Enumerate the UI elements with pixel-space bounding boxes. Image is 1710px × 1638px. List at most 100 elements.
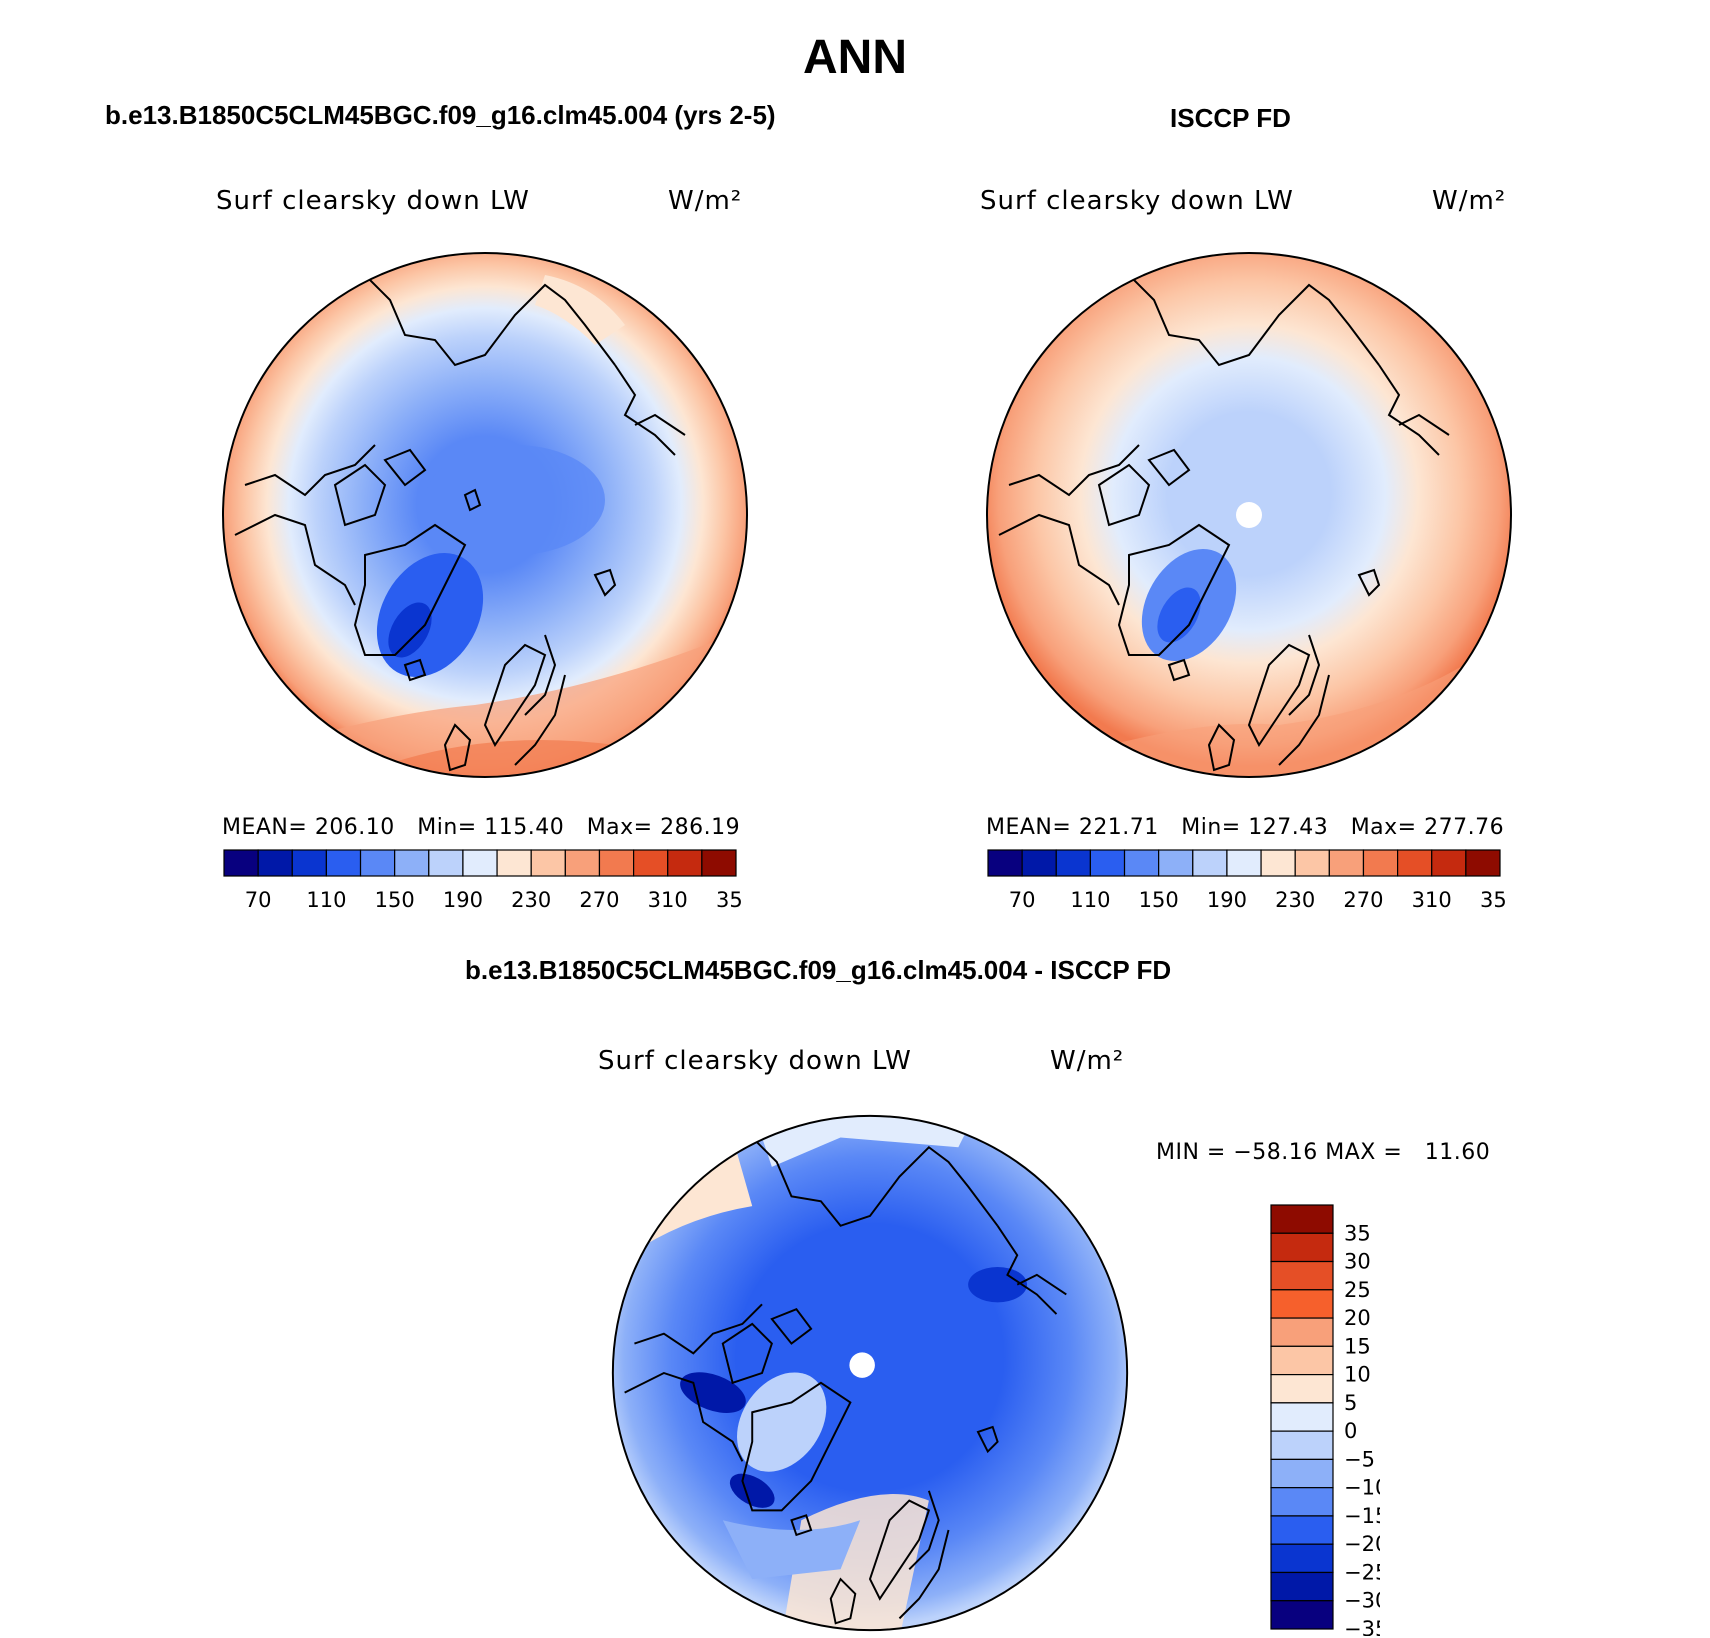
model-colorbar-tick-label: 110	[306, 888, 346, 912]
diff-colorbar-box	[1270, 1204, 1334, 1234]
diff-colorbar-tick-label: −20	[1344, 1532, 1380, 1556]
obs-map-border	[986, 252, 1512, 778]
diff-units-label: W/m²	[1050, 1046, 1125, 1076]
model-colorbar-box	[428, 849, 464, 877]
diff-variable-label: Surf clearsky down LW	[598, 1046, 912, 1076]
model-colorbar-box	[633, 849, 669, 877]
obs-colorbar-box	[1465, 849, 1501, 877]
obs-colorbar-box	[1362, 849, 1399, 877]
archipelago-negative	[680, 1372, 746, 1413]
obs-colorbar-box	[1260, 849, 1296, 877]
diff-colorbar-tick-label: 25	[1344, 1278, 1371, 1302]
diff-case-title: b.e13.B1850C5CLM45BGC.f09_g16.clm45.004 …	[465, 955, 1172, 985]
model-colorbar-box	[223, 849, 259, 877]
model-colorbar-box	[667, 849, 703, 877]
diff-colorbar-box	[1270, 1571, 1334, 1602]
model-variable-label: Surf clearsky down LW	[216, 186, 530, 216]
obs-colorbar-box	[1055, 849, 1092, 877]
model-colorbar-box	[291, 849, 328, 877]
model-colorbar-tick-label: 350	[716, 888, 742, 912]
diff-colorbar-tick-label: −25	[1344, 1560, 1380, 1584]
obs-colorbar-tick-label: 110	[1070, 888, 1110, 912]
diff-colorbar-tick-label: 15	[1344, 1334, 1371, 1358]
diff-colorbar-tick-label: −5	[1344, 1447, 1375, 1471]
obs-colorbar-tick-label: 350	[1480, 888, 1506, 912]
atlantic-light	[722, 1520, 861, 1580]
model-colorbar-box	[496, 849, 532, 877]
obs-colorbar-box	[1226, 849, 1262, 877]
model-colorbar-box	[598, 849, 635, 877]
model-colorbar-box	[564, 849, 601, 877]
siberia-light	[535, 275, 625, 345]
obs-colorbar-box	[1089, 849, 1126, 877]
obs-colorbar-box	[1158, 849, 1194, 877]
obs-colorbar-tick-label: 230	[1275, 888, 1315, 912]
model-colorbar-tick-label: 270	[579, 888, 619, 912]
greenland-positive-patch	[737, 1372, 827, 1472]
diff-colorbar-box	[1270, 1487, 1334, 1517]
obs-colorbar-box	[1328, 849, 1365, 877]
model-map-border	[222, 252, 748, 778]
diff-colorbar-tick-label: 5	[1344, 1391, 1357, 1415]
diff-colorbar-box	[1270, 1515, 1334, 1545]
obs-colorbar: 70 110 150 190 230 270 310 350	[987, 849, 1506, 912]
obs-colorbar-box	[987, 849, 1023, 877]
diff-colorbar: 35 30 25 20 15 10 5 0 −5 −10 −15 −20 −25 −30 −35	[1270, 1204, 1380, 1636]
model-case-title: b.e13.B1850C5CLM45BGC.f09_g16.clm45.004 …	[105, 100, 776, 130]
obs-colorbar-box	[1294, 849, 1330, 877]
obs-colorbar-tick-label: 150	[1139, 888, 1179, 912]
diff-colorbar-tick-label: 20	[1344, 1306, 1371, 1330]
diff-colorbar-box	[1270, 1317, 1334, 1347]
arctic-ocean	[425, 445, 605, 555]
model-colorbar-box	[701, 849, 737, 877]
obs-colorbar-box	[1192, 849, 1228, 877]
obs-stats: MEAN= 221.71 Min= 127.43 Max= 277.76	[986, 815, 1505, 840]
diff-colorbar-box	[1270, 1232, 1334, 1263]
model-stats: MEAN= 206.10 Min= 115.40 Max= 286.19	[222, 815, 741, 840]
model-colorbar-tick-label: 230	[511, 888, 551, 912]
pole-missing-data	[849, 1352, 875, 1378]
obs-colorbar-box	[1021, 849, 1057, 877]
obs-colorbar-box	[1397, 849, 1433, 877]
model-units-label: W/m²	[668, 186, 743, 216]
model-coastlines	[234, 274, 686, 772]
obs-polar-map	[986, 252, 1512, 778]
obs-colorbar-box	[1123, 849, 1160, 877]
obs-coastlines	[998, 274, 1450, 772]
obs-colorbar-tick-label: 70	[1009, 888, 1036, 912]
diff-colorbar-box	[1270, 1402, 1334, 1432]
model-colorbar-box	[530, 849, 566, 877]
model-colorbar-tick-label: 150	[375, 888, 415, 912]
diff-colorbar-tick-label: −10	[1344, 1476, 1380, 1500]
model-polar-map	[222, 252, 748, 778]
model-colorbar-tick-label: 190	[443, 888, 483, 912]
model-colorbar-tick-label: 310	[648, 888, 688, 912]
diff-polar-map	[611, 1114, 1129, 1632]
diff-colorbar-box	[1270, 1430, 1334, 1460]
model-colorbar-box	[394, 849, 430, 877]
diff-colorbar-tick-label: 10	[1344, 1363, 1371, 1387]
diff-colorbar-box	[1270, 1345, 1334, 1376]
siberia-negative	[968, 1267, 1028, 1303]
obs-case-title: ISCCP FD	[1170, 103, 1291, 133]
diff-colorbar-box	[1270, 1543, 1334, 1574]
diff-colorbar-box	[1270, 1374, 1334, 1404]
greenland-core	[1157, 587, 1201, 643]
obs-colorbar-box	[1431, 849, 1467, 877]
diff-colorbar-box	[1270, 1289, 1334, 1319]
diff-colorbar-tick-label: −15	[1344, 1504, 1380, 1528]
obs-colorbar-tick-label: 310	[1412, 888, 1452, 912]
diff-coastlines	[624, 1136, 1067, 1625]
diff-colorbar-box	[1270, 1260, 1334, 1291]
obs-units-label: W/m²	[1432, 186, 1507, 216]
pole-missing-data	[1236, 502, 1262, 528]
obs-variable-label: Surf clearsky down LW	[980, 186, 1294, 216]
model-colorbar-tick-label: 70	[245, 888, 272, 912]
diff-colorbar-tick-label: 30	[1344, 1250, 1371, 1274]
obs-colorbar-tick-label: 270	[1343, 888, 1383, 912]
model-colorbar: 70 110 150 190 230 270 310 350	[223, 849, 742, 912]
model-colorbar-box	[359, 849, 396, 877]
main-title: ANN	[803, 31, 907, 84]
diff-colorbar-box	[1270, 1600, 1334, 1630]
model-colorbar-box	[257, 849, 293, 877]
